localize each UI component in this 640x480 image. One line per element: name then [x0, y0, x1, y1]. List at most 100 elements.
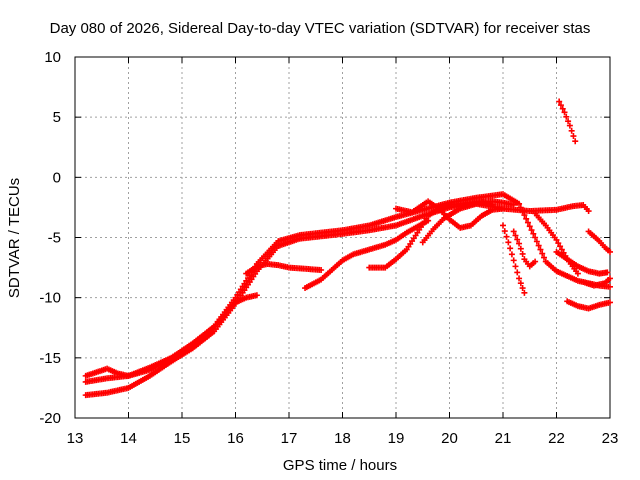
y-tick-label: 5 [53, 109, 61, 126]
y-tick-label: 0 [53, 169, 61, 186]
y-tick-label: -10 [39, 290, 61, 307]
x-axis-label: GPS time / hours [283, 457, 397, 474]
series-track-j [510, 228, 539, 270]
series-track-o [564, 298, 613, 312]
chart-title: Day 080 of 2026, Sidereal Day-to-day VTE… [50, 20, 591, 37]
data-point [530, 230, 537, 237]
data-point [510, 228, 517, 235]
series-track-d [243, 260, 325, 277]
data-point [512, 232, 519, 239]
data-point [537, 246, 544, 253]
series-track-f [366, 198, 496, 271]
x-tick-label: 22 [548, 430, 565, 447]
x-tick-label: 21 [495, 430, 512, 447]
series-track-h [419, 198, 517, 246]
data-point [505, 239, 512, 246]
y-tick-label: -20 [39, 410, 61, 427]
x-tick-label: 15 [174, 430, 191, 447]
x-tick-label: 13 [67, 430, 84, 447]
data-point [523, 215, 530, 222]
series-track-e [302, 217, 432, 292]
x-tick-label: 19 [388, 430, 405, 447]
data-point [512, 263, 519, 270]
data-point [508, 251, 515, 258]
data-point [557, 243, 564, 250]
y-axis-label: SDTVAR / TECUs [6, 178, 23, 298]
data-point [558, 246, 565, 253]
data-point [517, 280, 524, 287]
data-point [516, 240, 523, 247]
x-tick-label: 20 [441, 430, 458, 447]
data-point [517, 204, 524, 211]
data-point [607, 275, 613, 282]
data-point [572, 138, 579, 145]
data-point [516, 275, 523, 282]
data-point [556, 98, 563, 105]
data-point [607, 248, 613, 255]
axis-ticks: 13 14 15 16 17 18 19 20 21 22 23 10 5 0 -5 -10 -15 -20 [39, 49, 618, 447]
data-point [500, 222, 506, 229]
data-point [514, 269, 521, 276]
y-tick-label: -15 [39, 350, 61, 367]
series-track-k [532, 210, 581, 277]
series-track-i [500, 222, 528, 296]
data-point [514, 236, 521, 243]
data-point [507, 245, 514, 252]
data-point [541, 254, 548, 261]
data-point [585, 208, 592, 215]
data-point [607, 299, 613, 306]
data-point [521, 212, 528, 219]
x-tick-label: 17 [281, 430, 298, 447]
x-tick-label: 14 [120, 430, 137, 447]
series-track-l [553, 248, 611, 277]
data-point [604, 269, 611, 276]
data-point [565, 118, 572, 125]
data-point [519, 285, 526, 292]
data-point [557, 102, 564, 109]
data-point [532, 234, 539, 241]
series-track-n [585, 228, 613, 255]
x-tick-label: 16 [227, 430, 244, 447]
data-point [503, 233, 510, 240]
data-point [521, 289, 528, 296]
data-point [253, 292, 260, 299]
data-point [524, 219, 531, 226]
series-track-a [82, 200, 592, 399]
data-point [563, 113, 570, 120]
data-point [568, 127, 575, 134]
data-point [318, 266, 325, 273]
data-points [82, 98, 613, 399]
data-point [510, 202, 517, 209]
data-point [566, 122, 573, 129]
data-point [561, 109, 568, 116]
data-point [559, 105, 566, 112]
data-point [501, 228, 508, 235]
data-point [500, 205, 506, 212]
data-point [517, 245, 524, 252]
data-point [528, 227, 535, 234]
data-point [574, 270, 581, 277]
data-point [516, 200, 523, 207]
data-point [555, 240, 562, 247]
x-tick-label: 18 [334, 430, 351, 447]
series-track-m [556, 98, 579, 145]
data-point [570, 133, 577, 140]
data-point [533, 238, 540, 245]
data-point [607, 283, 613, 290]
series-track-g [393, 198, 506, 231]
data-point [519, 250, 526, 257]
data-point [526, 223, 533, 230]
y-tick-label: 10 [44, 49, 61, 66]
data-point [553, 236, 560, 243]
data-point [535, 242, 542, 249]
data-point [532, 258, 539, 265]
series-track-b [82, 191, 613, 385]
series-track-p [580, 275, 613, 289]
x-tick-label: 23 [602, 430, 619, 447]
data-point [510, 257, 517, 264]
y-tick-label: -5 [48, 230, 61, 247]
data-point [539, 250, 546, 257]
data-point [519, 208, 526, 215]
series-track-c [82, 292, 260, 379]
